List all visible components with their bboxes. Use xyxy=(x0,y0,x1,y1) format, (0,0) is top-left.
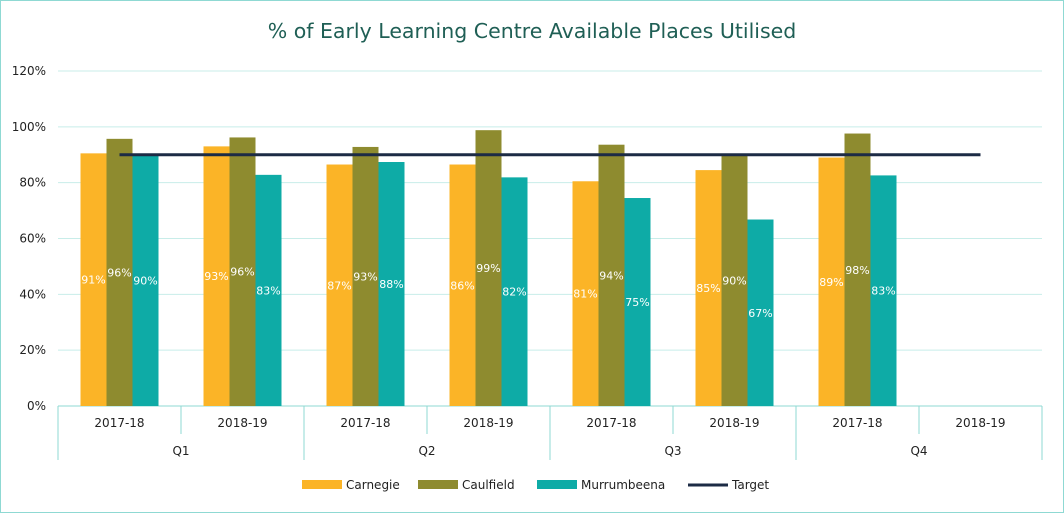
data-label: 89% xyxy=(819,276,843,289)
x-tick-label: 2018-19 xyxy=(709,416,759,430)
bar-carnegie xyxy=(326,164,353,406)
bar-carnegie xyxy=(695,170,722,406)
group-label: Q2 xyxy=(418,444,435,458)
bar-murrumbeena xyxy=(501,177,528,406)
data-labels: 91% 93%87% 86%81% 85% 89%96% 96% 93%99%94% 90%9… xyxy=(81,262,895,320)
data-label: 99% xyxy=(476,262,500,275)
legend-swatch xyxy=(418,480,458,489)
bar-caulfield xyxy=(844,133,871,407)
y-tick-label: 20% xyxy=(19,343,46,357)
chart-title: % of Early Learning Centre Available Pla… xyxy=(268,19,797,43)
data-label: 85% xyxy=(696,282,720,295)
data-label: 86% xyxy=(450,279,474,292)
bar-murrumbeena xyxy=(132,154,159,406)
bar-caulfield xyxy=(106,138,133,406)
group-label: Q1 xyxy=(172,444,189,458)
y-tick-label: 80% xyxy=(19,176,46,190)
bars xyxy=(80,130,897,407)
x-tick-label: 2017-18 xyxy=(832,416,882,430)
y-tick-label: 0% xyxy=(27,399,46,413)
x-tick-label: 2017-18 xyxy=(94,416,144,430)
data-label: 82% xyxy=(502,286,526,299)
data-label: 75% xyxy=(625,296,649,309)
bar-carnegie xyxy=(203,146,230,406)
data-label: 88% xyxy=(379,278,403,291)
group-label: Q3 xyxy=(664,444,681,458)
bar-murrumbeena xyxy=(870,175,897,406)
bar-carnegie xyxy=(818,157,845,406)
bar-caulfield xyxy=(352,146,379,406)
y-axis: 0% 20% 40% 60% 80% 100% 120% xyxy=(12,64,46,413)
data-label: 93% xyxy=(204,270,228,283)
data-label: 87% xyxy=(327,279,351,292)
group-label: Q4 xyxy=(910,444,927,458)
legend: Carnegie Caulfield Murrumbeena Target xyxy=(302,478,769,492)
bar-caulfield xyxy=(475,130,502,406)
data-label: 91% xyxy=(81,274,105,287)
x-tick-label: 2018-19 xyxy=(955,416,1005,430)
data-label: 67% xyxy=(748,307,772,320)
bar-carnegie xyxy=(449,164,476,406)
data-label: 94% xyxy=(599,269,623,282)
bar-murrumbeena xyxy=(624,198,651,406)
legend-label: Target xyxy=(731,478,769,492)
legend-swatch xyxy=(537,480,577,489)
legend-swatch xyxy=(302,480,342,489)
y-tick-label: 40% xyxy=(19,287,46,301)
x-tick-label: 2018-19 xyxy=(217,416,267,430)
data-label: 93% xyxy=(353,270,377,283)
data-label: 98% xyxy=(845,264,869,277)
x-tick-label: 2017-18 xyxy=(340,416,390,430)
bar-caulfield xyxy=(229,137,256,407)
bar-murrumbeena xyxy=(378,162,405,406)
bar-caulfield xyxy=(721,154,748,406)
x-axis: 2017-18 2018-19 2017-18 2018-19 2017-18 2018-… xyxy=(57,406,1043,460)
data-label: 96% xyxy=(107,266,131,279)
x-tick-label: 2017-18 xyxy=(586,416,636,430)
y-tick-label: 100% xyxy=(12,120,46,134)
legend-label: Murrumbeena xyxy=(581,478,665,492)
legend-label: Caulfield xyxy=(462,478,515,492)
data-label: 90% xyxy=(133,274,157,287)
data-label: 81% xyxy=(573,288,597,301)
y-tick-label: 120% xyxy=(12,64,46,78)
data-label: 90% xyxy=(722,274,746,287)
bar-carnegie xyxy=(572,181,599,406)
data-label: 96% xyxy=(230,266,254,279)
x-tick-label: 2018-19 xyxy=(463,416,513,430)
bar-carnegie xyxy=(80,153,107,406)
data-label: 83% xyxy=(871,285,895,298)
bar-caulfield xyxy=(598,144,625,406)
legend-label: Carnegie xyxy=(346,478,400,492)
y-tick-label: 60% xyxy=(19,232,46,246)
data-label: 83% xyxy=(256,284,280,297)
bar-murrumbeena xyxy=(255,174,282,406)
bar-murrumbeena xyxy=(747,219,774,406)
